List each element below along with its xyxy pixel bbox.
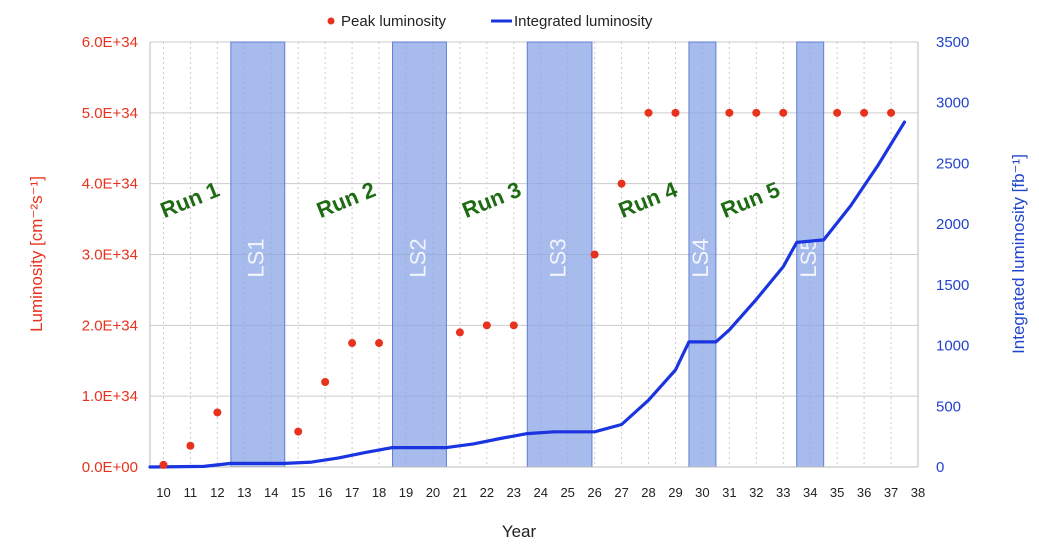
peak-luminosity-point bbox=[590, 250, 599, 259]
left-tick-label: 1.0E+34 bbox=[82, 388, 138, 405]
peak-luminosity-point bbox=[375, 339, 384, 348]
shutdown-band bbox=[392, 41, 447, 468]
integrated-luminosity-series bbox=[148, 120, 907, 469]
x-tick-label: 20 bbox=[426, 485, 440, 500]
right-axis-title: Integrated luminosity [fb⁻¹] bbox=[1009, 154, 1028, 354]
x-tick-label: 12 bbox=[210, 485, 224, 500]
legend-peak-marker bbox=[327, 17, 335, 25]
x-tick-label: 29 bbox=[668, 485, 682, 500]
x-tick-label: 36 bbox=[857, 485, 871, 500]
peak-luminosity-point bbox=[455, 328, 464, 337]
x-tick-label: 27 bbox=[614, 485, 628, 500]
shutdown-band bbox=[526, 41, 593, 468]
shutdown-label: LS3 bbox=[545, 238, 570, 277]
left-tick-label: 4.0E+34 bbox=[82, 176, 138, 193]
x-tick-label: 18 bbox=[372, 485, 386, 500]
peak-luminosity-point bbox=[671, 108, 680, 117]
x-tick-label: 21 bbox=[453, 485, 467, 500]
shutdown-bands: LS1 LS2 LS3 LS4 LS5 bbox=[230, 41, 825, 468]
x-tick-label: 10 bbox=[156, 485, 170, 500]
peak-luminosity-point bbox=[186, 441, 195, 450]
right-tick-label: 1000 bbox=[936, 338, 969, 355]
right-tick-label: 500 bbox=[936, 398, 961, 415]
x-tick-label: 14 bbox=[264, 485, 278, 500]
peak-luminosity-point bbox=[321, 378, 330, 386]
peak-luminosity-point bbox=[860, 108, 869, 117]
x-tick-label: 19 bbox=[399, 485, 413, 500]
peak-luminosity-point bbox=[213, 408, 222, 417]
left-tick-label: 3.0E+34 bbox=[82, 247, 138, 264]
x-tick-label: 16 bbox=[318, 485, 332, 500]
shutdown-band bbox=[796, 41, 825, 468]
legend-peak-label: Peak luminosity bbox=[341, 13, 447, 30]
x-tick-label: 24 bbox=[534, 485, 548, 500]
peak-luminosity-point bbox=[833, 108, 842, 117]
peak-luminosity-point bbox=[617, 179, 626, 188]
right-tick-label: 1500 bbox=[936, 277, 969, 294]
shutdown-band bbox=[688, 41, 717, 468]
shutdown-band bbox=[230, 41, 286, 468]
x-tick-label: 32 bbox=[749, 485, 763, 500]
left-tick-label: 6.0E+34 bbox=[82, 34, 138, 51]
x-tick-label: 23 bbox=[507, 485, 521, 500]
shutdown-label: LS2 bbox=[405, 238, 430, 277]
peak-luminosity-point bbox=[887, 108, 896, 117]
x-axis-title: Year bbox=[502, 522, 537, 541]
shutdown-label: LS4 bbox=[688, 238, 713, 277]
right-tick-label: 3000 bbox=[936, 95, 969, 112]
peak-luminosity-point bbox=[725, 108, 734, 117]
left-tick-label: 5.0E+34 bbox=[82, 105, 138, 122]
x-tick-label: 28 bbox=[641, 485, 655, 500]
peak-luminosity-point bbox=[348, 339, 357, 348]
x-tick-label: 11 bbox=[184, 485, 198, 500]
peak-luminosity-point bbox=[509, 321, 518, 330]
x-tick-label: 26 bbox=[587, 485, 601, 500]
x-tick-label: 31 bbox=[722, 485, 736, 500]
peak-luminosity-point bbox=[159, 460, 168, 469]
x-tick-label: 15 bbox=[291, 485, 305, 500]
x-tick-label: 33 bbox=[776, 485, 790, 500]
right-tick-label: 2500 bbox=[936, 155, 969, 172]
x-tick-label: 35 bbox=[830, 485, 844, 500]
left-tick-label: 0.0E+00 bbox=[82, 459, 138, 476]
legend-integrated-label: Integrated luminosity bbox=[514, 13, 653, 30]
legend: Peak luminosity Integrated luminosity bbox=[327, 13, 653, 30]
x-tick-label: 13 bbox=[237, 485, 251, 500]
x-tick-label: 17 bbox=[345, 485, 359, 500]
x-tick-label: 37 bbox=[884, 485, 898, 500]
peak-luminosity-point bbox=[294, 427, 303, 436]
peak-luminosity-point bbox=[644, 108, 653, 117]
right-tick-label: 2000 bbox=[936, 216, 969, 233]
peak-luminosity-point bbox=[752, 108, 761, 117]
right-tick-label: 3500 bbox=[936, 34, 969, 51]
shutdown-label: LS5 bbox=[796, 238, 821, 277]
shutdown-label: LS1 bbox=[244, 238, 269, 277]
peak-luminosity-series bbox=[159, 108, 896, 469]
x-tick-label: 25 bbox=[560, 485, 574, 500]
left-tick-label: 2.0E+34 bbox=[82, 317, 138, 334]
axes: 0.0E+00 1.0E+34 2.0E+34 3.0E+34 4.0E+34 5.0E+… bbox=[27, 34, 1028, 541]
integrated-luminosity-line bbox=[148, 120, 907, 469]
x-tick-label: 30 bbox=[695, 485, 709, 500]
left-axis-title: Luminosity [cm⁻²s⁻¹] bbox=[27, 176, 46, 332]
x-tick-label: 38 bbox=[911, 485, 925, 500]
peak-luminosity-point bbox=[779, 108, 788, 117]
x-tick-label: 22 bbox=[480, 485, 494, 500]
peak-luminosity-point bbox=[482, 321, 491, 330]
right-tick-label: 0 bbox=[936, 459, 944, 476]
x-tick-label: 34 bbox=[803, 485, 817, 500]
